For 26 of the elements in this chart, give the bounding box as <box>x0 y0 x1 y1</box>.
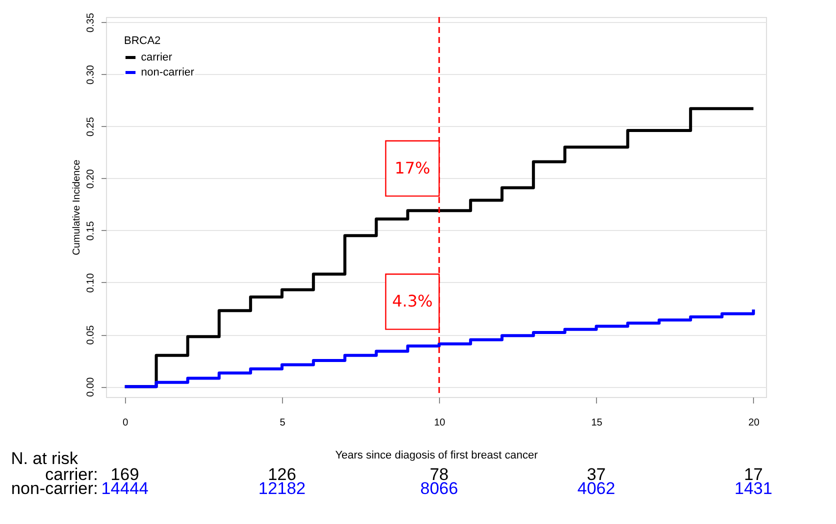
y-tick-label: 0.35 <box>86 12 96 32</box>
legend-label: carrier <box>141 52 173 64</box>
x-tick-label: 15 <box>591 418 603 428</box>
y-tick-label: 0.20 <box>86 168 96 189</box>
text: 14444 <box>101 479 148 498</box>
legend-label: non-carrier <box>141 66 195 78</box>
x-tick-label: 5 <box>280 418 286 428</box>
y-axis-title: Cumulative Incidence <box>72 159 82 256</box>
y-tick-label: 0.10 <box>86 272 96 293</box>
legend-title: BRCA2 <box>124 35 161 47</box>
y-tick-label: 0.25 <box>86 116 96 137</box>
x-tick-label: 0 <box>122 418 129 428</box>
annotation: 4.3% <box>392 292 433 311</box>
x-axis-title: Years since diagosis of first breast cancer <box>335 450 538 462</box>
text: 8066 <box>420 479 458 498</box>
text: 12182 <box>258 479 306 498</box>
y-tick-label: 0.15 <box>86 220 96 241</box>
y-tick-label: 0.05 <box>86 324 96 345</box>
y-tick-label: 0.00 <box>86 376 96 397</box>
y-tick-label: 0.30 <box>86 64 96 84</box>
text: N. at risk <box>10 449 78 468</box>
x-tick-label: 20 <box>748 418 760 428</box>
text: 4062 <box>577 479 616 498</box>
x-tick-label: 10 <box>434 418 446 428</box>
annotation: 17% <box>394 158 430 178</box>
text: 1431 <box>734 479 772 498</box>
